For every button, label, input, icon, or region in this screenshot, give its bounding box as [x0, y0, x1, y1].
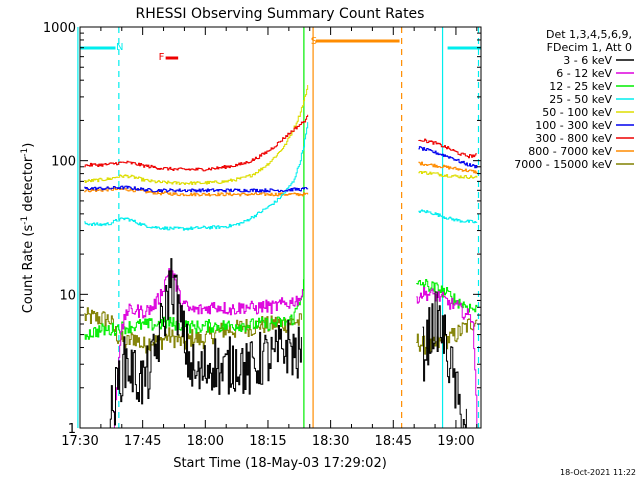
legend-entry-6-label: 300 - 800 keV — [535, 132, 612, 145]
x-tick-label-0: 17:30 — [61, 434, 98, 449]
y-tick-label-0: 1 — [68, 422, 76, 437]
series-1-line — [113, 268, 303, 429]
series-5-line-after-gap — [418, 146, 478, 169]
x-tick-label-3: 18:15 — [249, 434, 286, 449]
series-3 — [84, 122, 478, 231]
chart-title: RHESSI Observing Summary Count Rates — [136, 6, 425, 22]
series-lines — [84, 85, 478, 429]
legend-entry-4-label: 50 - 100 keV — [542, 106, 612, 119]
series-6 — [84, 114, 477, 172]
series-4-line — [84, 85, 309, 185]
legend-entry-2-label: 12 - 25 keV — [549, 80, 612, 93]
annotation-n-label: N — [116, 42, 123, 53]
legend-entry-1-label: 6 - 12 keV — [556, 67, 612, 80]
y-tick-label-3: 1000 — [43, 21, 76, 36]
series-5 — [84, 146, 478, 193]
series-1 — [113, 268, 478, 429]
plot-frame — [79, 26, 482, 429]
series-1-line-after-gap — [416, 286, 478, 428]
legend: Det 1,3,4,5,6,9, FDecim 1, Att 0 3 - 6 k… — [514, 28, 634, 171]
series-7 — [84, 161, 478, 197]
footer-date: 18-Oct-2021 11:22 — [560, 468, 636, 477]
x-tick-label-4: 18:30 — [312, 434, 349, 449]
series-6-line — [84, 114, 309, 172]
legend-entry-5-label: 100 - 300 keV — [535, 119, 612, 132]
series-4-line-after-gap — [418, 170, 478, 180]
axis-ticks: 17:30 17:45 18:00 18:15 18:30 18:45 19:00 1 10 10… — [43, 21, 481, 449]
y-tick-label-2: 100 — [51, 155, 76, 170]
x-axis-label: Start Time (18-May-03 17:29:02) — [173, 456, 387, 471]
x-tick-label-2: 18:00 — [187, 434, 224, 449]
x-tick-label-5: 18:45 — [375, 434, 412, 449]
instrument-state-annotations: N F S — [80, 36, 481, 63]
legend-header-line-1: Det 1,3,4,5,6,9, — [546, 28, 632, 41]
series-2-line-after-gap — [416, 278, 478, 313]
annotation-s-label: S — [311, 36, 317, 47]
series-7-line — [84, 187, 309, 197]
series-0-line-after-gap — [422, 291, 467, 429]
legend-entry-8-label: 7000 - 15000 keV — [514, 158, 612, 171]
series-5-line — [84, 185, 309, 193]
series-0-line — [107, 258, 302, 429]
legend-entry-0-label: 3 - 6 keV — [563, 54, 612, 67]
annotation-f-label: F — [159, 52, 165, 63]
x-tick-label-6: 19:00 — [437, 434, 474, 449]
y-axis-label: Count Rate (s-1 detector-1) — [20, 143, 36, 314]
series-7-line-after-gap — [418, 161, 478, 174]
series-0 — [107, 258, 467, 429]
series-3-line — [84, 122, 309, 231]
legend-entry-3-label: 25 - 50 keV — [549, 93, 612, 106]
legend-header-line-2: FDecim 1, Att 0 — [547, 41, 632, 54]
y-tick-label-1: 10 — [59, 288, 76, 303]
series-4 — [84, 85, 478, 185]
instrument-state-lines — [77, 27, 480, 428]
x-tick-label-1: 17:45 — [124, 434, 161, 449]
series-3-line-after-gap — [418, 209, 478, 224]
legend-entry-7-label: 800 - 7000 keV — [528, 145, 612, 158]
series-6-line-after-gap — [418, 138, 477, 159]
